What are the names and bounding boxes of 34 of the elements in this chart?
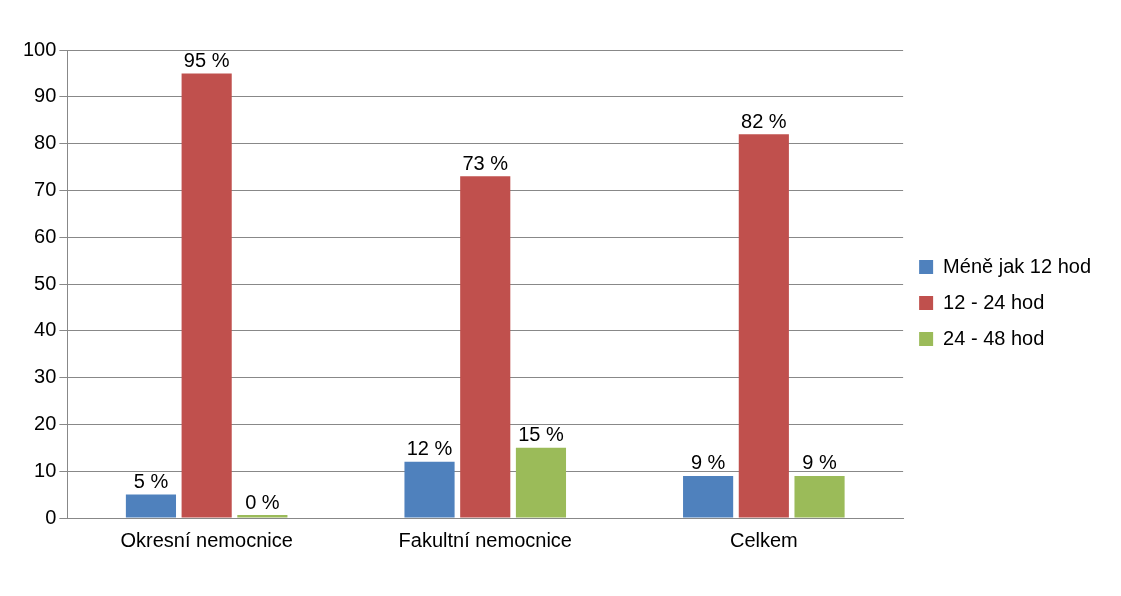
data-label: 73 % <box>462 151 509 174</box>
bar <box>515 447 567 518</box>
data-label: 9 % <box>802 451 837 474</box>
data-label: 95 % <box>183 48 230 71</box>
x-tick-label: Okresní nemocnice <box>120 528 293 551</box>
legend-label: Méně jak 12 hod <box>943 254 1092 277</box>
x-tick-label: Fakultní nemocnice <box>398 528 572 551</box>
y-tick-label: 60 <box>34 224 57 247</box>
data-label: 15 % <box>518 423 564 446</box>
bar <box>683 475 734 518</box>
y-tick-label: 30 <box>34 365 57 388</box>
x-tick-label: Celkem <box>729 528 798 551</box>
data-label: 5 % <box>133 470 169 493</box>
legend-label: 12 - 24 hod <box>943 290 1045 313</box>
y-tick-label: 90 <box>34 84 57 107</box>
data-label: 12 % <box>406 437 453 460</box>
y-tick-label: 100 <box>22 37 57 60</box>
bar <box>738 134 789 518</box>
bar <box>460 176 511 518</box>
y-tick-label: 0 <box>45 505 57 528</box>
y-tick-label: 80 <box>34 131 57 154</box>
data-label: 0 % <box>245 490 280 513</box>
legend-label: 24 - 48 hod <box>943 326 1045 349</box>
data-label: 9 % <box>690 451 726 474</box>
y-tick-label: 50 <box>34 271 57 294</box>
bar <box>794 475 845 518</box>
bar <box>181 73 232 518</box>
data-label: 82 % <box>741 109 787 132</box>
y-tick-label: 40 <box>34 318 57 341</box>
y-tick-label: 70 <box>34 177 57 200</box>
y-tick-label: 20 <box>34 411 57 434</box>
y-tick-label: 10 <box>34 458 57 481</box>
bar <box>125 494 177 518</box>
bar <box>404 461 455 518</box>
